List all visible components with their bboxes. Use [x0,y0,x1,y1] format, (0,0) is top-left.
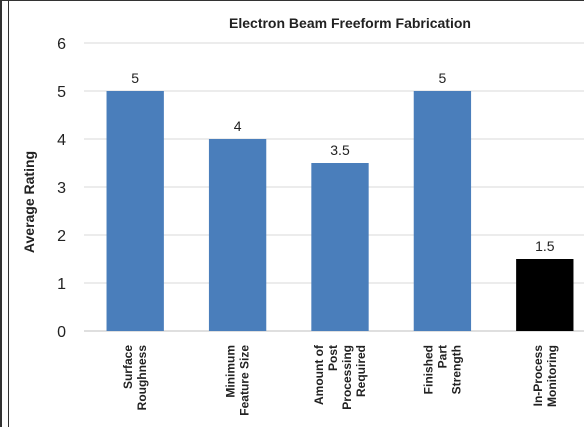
y-tick-label: 2 [57,228,66,245]
bar [106,91,164,331]
x-tick-label-line: Surface [121,345,135,389]
x-tick-label: In-Process Monitoring [531,345,559,407]
y-tick-labels: 0 1 2 3 4 5 6 [57,36,66,341]
data-label: 3.5 [330,142,350,158]
bar [413,91,472,331]
x-tick-label-line: Feature Size [238,345,252,416]
y-tick-label: 6 [57,36,66,53]
y-tick-label: 5 [57,84,66,101]
x-tick-label: Surface Roughness [121,345,149,411]
x-tick-label-line: Processing [340,345,354,410]
x-tick-label: Amount of Post Processing Required [312,344,368,410]
bar [208,139,267,331]
bars [106,91,574,331]
data-label: 1.5 [535,238,555,254]
x-tick-label-line: Post [326,345,340,371]
x-tick-label-line: In-Process [531,345,545,407]
bar [516,259,574,331]
x-tick-label-line: Required [354,345,368,397]
x-tick-label-line: Finished [421,345,435,394]
x-tick-label-line: Strength [449,345,463,394]
y-tick-label: 1 [57,276,66,293]
data-label: 5 [439,70,447,86]
data-label: 5 [131,70,139,86]
chart-title: Electron Beam Freeform Fabrication [229,15,471,31]
x-tick-label-line: Monitoring [545,345,559,407]
y-tick-label: 3 [57,180,66,197]
x-tick-label-line: Part [435,345,449,368]
bar [311,163,369,331]
x-tick-labels: Surface Roughness Minimum Feature Size Amoun… [121,344,559,416]
x-tick-label: Minimum Feature Size [224,345,252,416]
data-labels: 5 4 3.5 5 1.5 [131,70,554,254]
y-tick-label: 0 [57,324,66,341]
y-axis-label: Average Rating [21,151,37,253]
data-label: 4 [234,118,242,134]
left-border-line [8,0,9,427]
x-tick-label-line: Roughness [135,345,149,411]
x-tick-label-line: Amount of [312,344,326,405]
y-tick-label: 4 [57,132,66,149]
x-tick-label: Finished Part Strength [421,345,463,394]
x-tick-label-line: Minimum [224,345,238,398]
